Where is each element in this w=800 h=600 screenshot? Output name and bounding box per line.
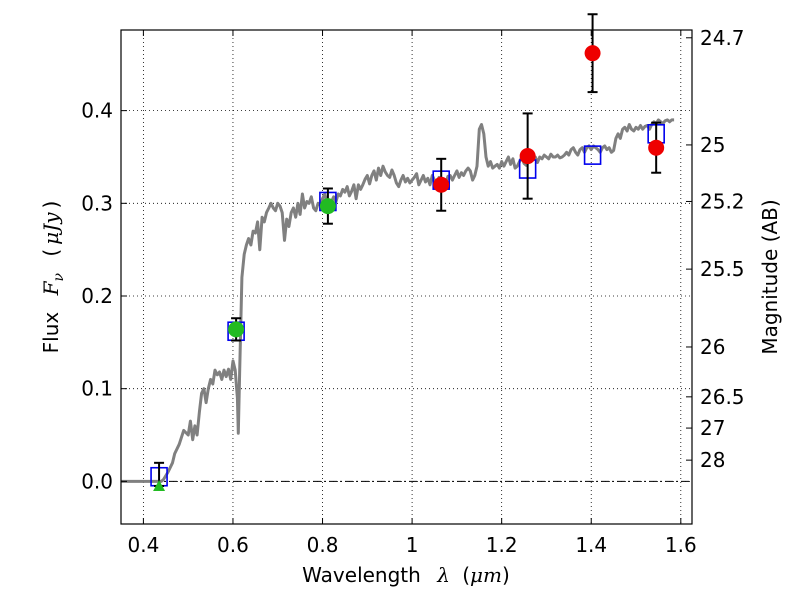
x-axis-label: Wavelength λ (μm) bbox=[302, 563, 510, 587]
red-circle-marker bbox=[584, 45, 601, 62]
data-markers bbox=[150, 13, 665, 491]
y-tick-label: 0.3 bbox=[81, 191, 113, 215]
y-axis-label-text: Flux bbox=[39, 312, 63, 354]
green-circle-marker bbox=[319, 198, 336, 215]
model-spectrum-line bbox=[121, 118, 675, 483]
y-tick-label: 0.1 bbox=[81, 377, 113, 401]
mag-tick-label: 28 bbox=[700, 448, 725, 472]
plot-frame bbox=[120, 29, 693, 525]
mag-tick-label: 24.7 bbox=[700, 26, 745, 50]
green-triangle-marker bbox=[153, 480, 166, 491]
mag-tick-label: 25 bbox=[700, 133, 725, 157]
mag-tick-label: 25.5 bbox=[700, 257, 745, 281]
plot-background bbox=[121, 30, 692, 524]
green-circle-marker bbox=[228, 321, 245, 338]
axes: 0.4 0.6 0.8 1 1.2 1.4 1.6 0.0 0.1 0.2 0.3 0.4 24.7 25… bbox=[81, 26, 744, 557]
x-axis-label-unit: μm bbox=[470, 563, 502, 587]
x-tick-label: 0.6 bbox=[217, 533, 249, 557]
x-axis-label-symbol: λ bbox=[436, 563, 450, 587]
y-tick-label: 0.2 bbox=[81, 284, 113, 308]
x-tick-label: 1.2 bbox=[486, 533, 518, 557]
x-tick-label: 0.4 bbox=[127, 533, 159, 557]
x-tick-label: 1 bbox=[406, 533, 419, 557]
open-square-marker bbox=[583, 145, 602, 165]
y2-axis-label: Magnitude (AB) bbox=[758, 199, 782, 354]
x-tick-label: 1.4 bbox=[575, 533, 607, 557]
y-axis-label: Flux Fν ( μJy) bbox=[39, 201, 68, 354]
x-axis-label-text: Wavelength bbox=[302, 563, 421, 587]
y-tick-label: 0.4 bbox=[81, 99, 113, 123]
x-tick-label: 1.6 bbox=[665, 533, 697, 557]
mag-tick-label: 26 bbox=[700, 335, 725, 359]
x-tick-label: 0.8 bbox=[307, 533, 339, 557]
red-circle-marker bbox=[433, 176, 450, 193]
mag-tick-label: 25.2 bbox=[700, 189, 745, 213]
y-axis-label-unit-close: ) bbox=[39, 201, 63, 209]
x-axis-label-unit-open: ( bbox=[462, 563, 470, 587]
red-circle-marker bbox=[648, 139, 665, 156]
y-axis-label-unit-open: ( bbox=[39, 249, 63, 257]
y-axis-label-symbol: F bbox=[39, 280, 63, 296]
mag-tick-label: 27 bbox=[700, 416, 725, 440]
y-tick-label: 0.0 bbox=[81, 469, 113, 493]
y-axis-label-unit: μJy bbox=[39, 212, 63, 245]
mag-tick-label: 26.5 bbox=[700, 385, 745, 409]
y-axis-label-subscript: ν bbox=[51, 273, 67, 282]
red-circle-marker bbox=[519, 148, 536, 165]
x-axis-label-unit-close: ) bbox=[502, 563, 510, 587]
